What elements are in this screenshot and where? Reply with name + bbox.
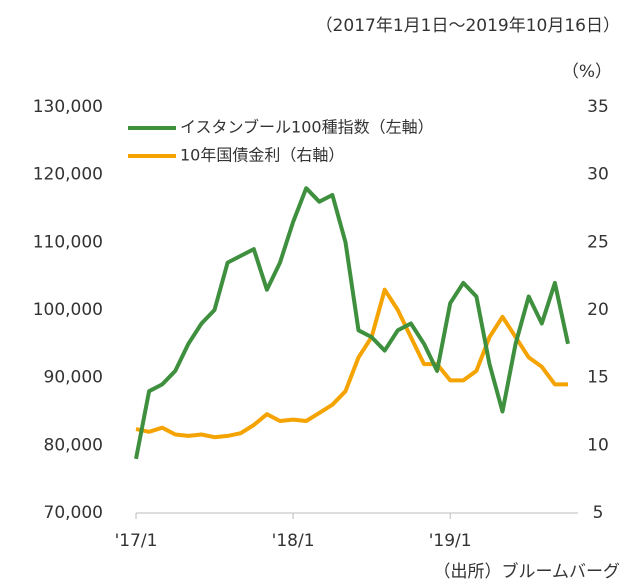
- chart-subtitle: （2017年1月1日～2019年10月16日）: [316, 16, 620, 36]
- y-tick-label: 80,000: [44, 435, 103, 455]
- series-line: [134, 186, 570, 460]
- y-tick-label: 100,000: [33, 300, 103, 320]
- y-tick-label: 120,000: [33, 165, 103, 185]
- x-tick-label: '19/1: [429, 531, 472, 551]
- y-tick-label: 130,000: [33, 97, 103, 117]
- y2-tick-label: 5: [593, 503, 604, 523]
- y2-tick-label: 35: [587, 97, 609, 117]
- y2-tick-label: 15: [587, 368, 609, 388]
- y2-tick-label: 25: [587, 232, 609, 252]
- source-note: （出所）ブルームバーグ: [434, 561, 621, 582]
- y-tick-label: 90,000: [44, 368, 103, 388]
- y2-tick-label: 30: [587, 165, 609, 185]
- series-line: [135, 287, 568, 440]
- x-tick-label: '17/1: [115, 531, 158, 551]
- y-tick-label: 70,000: [44, 503, 103, 523]
- y2-tick-label: 10: [587, 435, 609, 455]
- legend-label: 10年国債金利（右軸）: [180, 146, 344, 165]
- y2-axis-label: （%）: [562, 62, 612, 82]
- y-tick-label: 110,000: [33, 232, 103, 252]
- y2-tick-label: 20: [587, 300, 609, 320]
- legend-label: イスタンブール100種指数（左軸）: [180, 118, 434, 137]
- x-tick-label: '18/1: [272, 531, 315, 551]
